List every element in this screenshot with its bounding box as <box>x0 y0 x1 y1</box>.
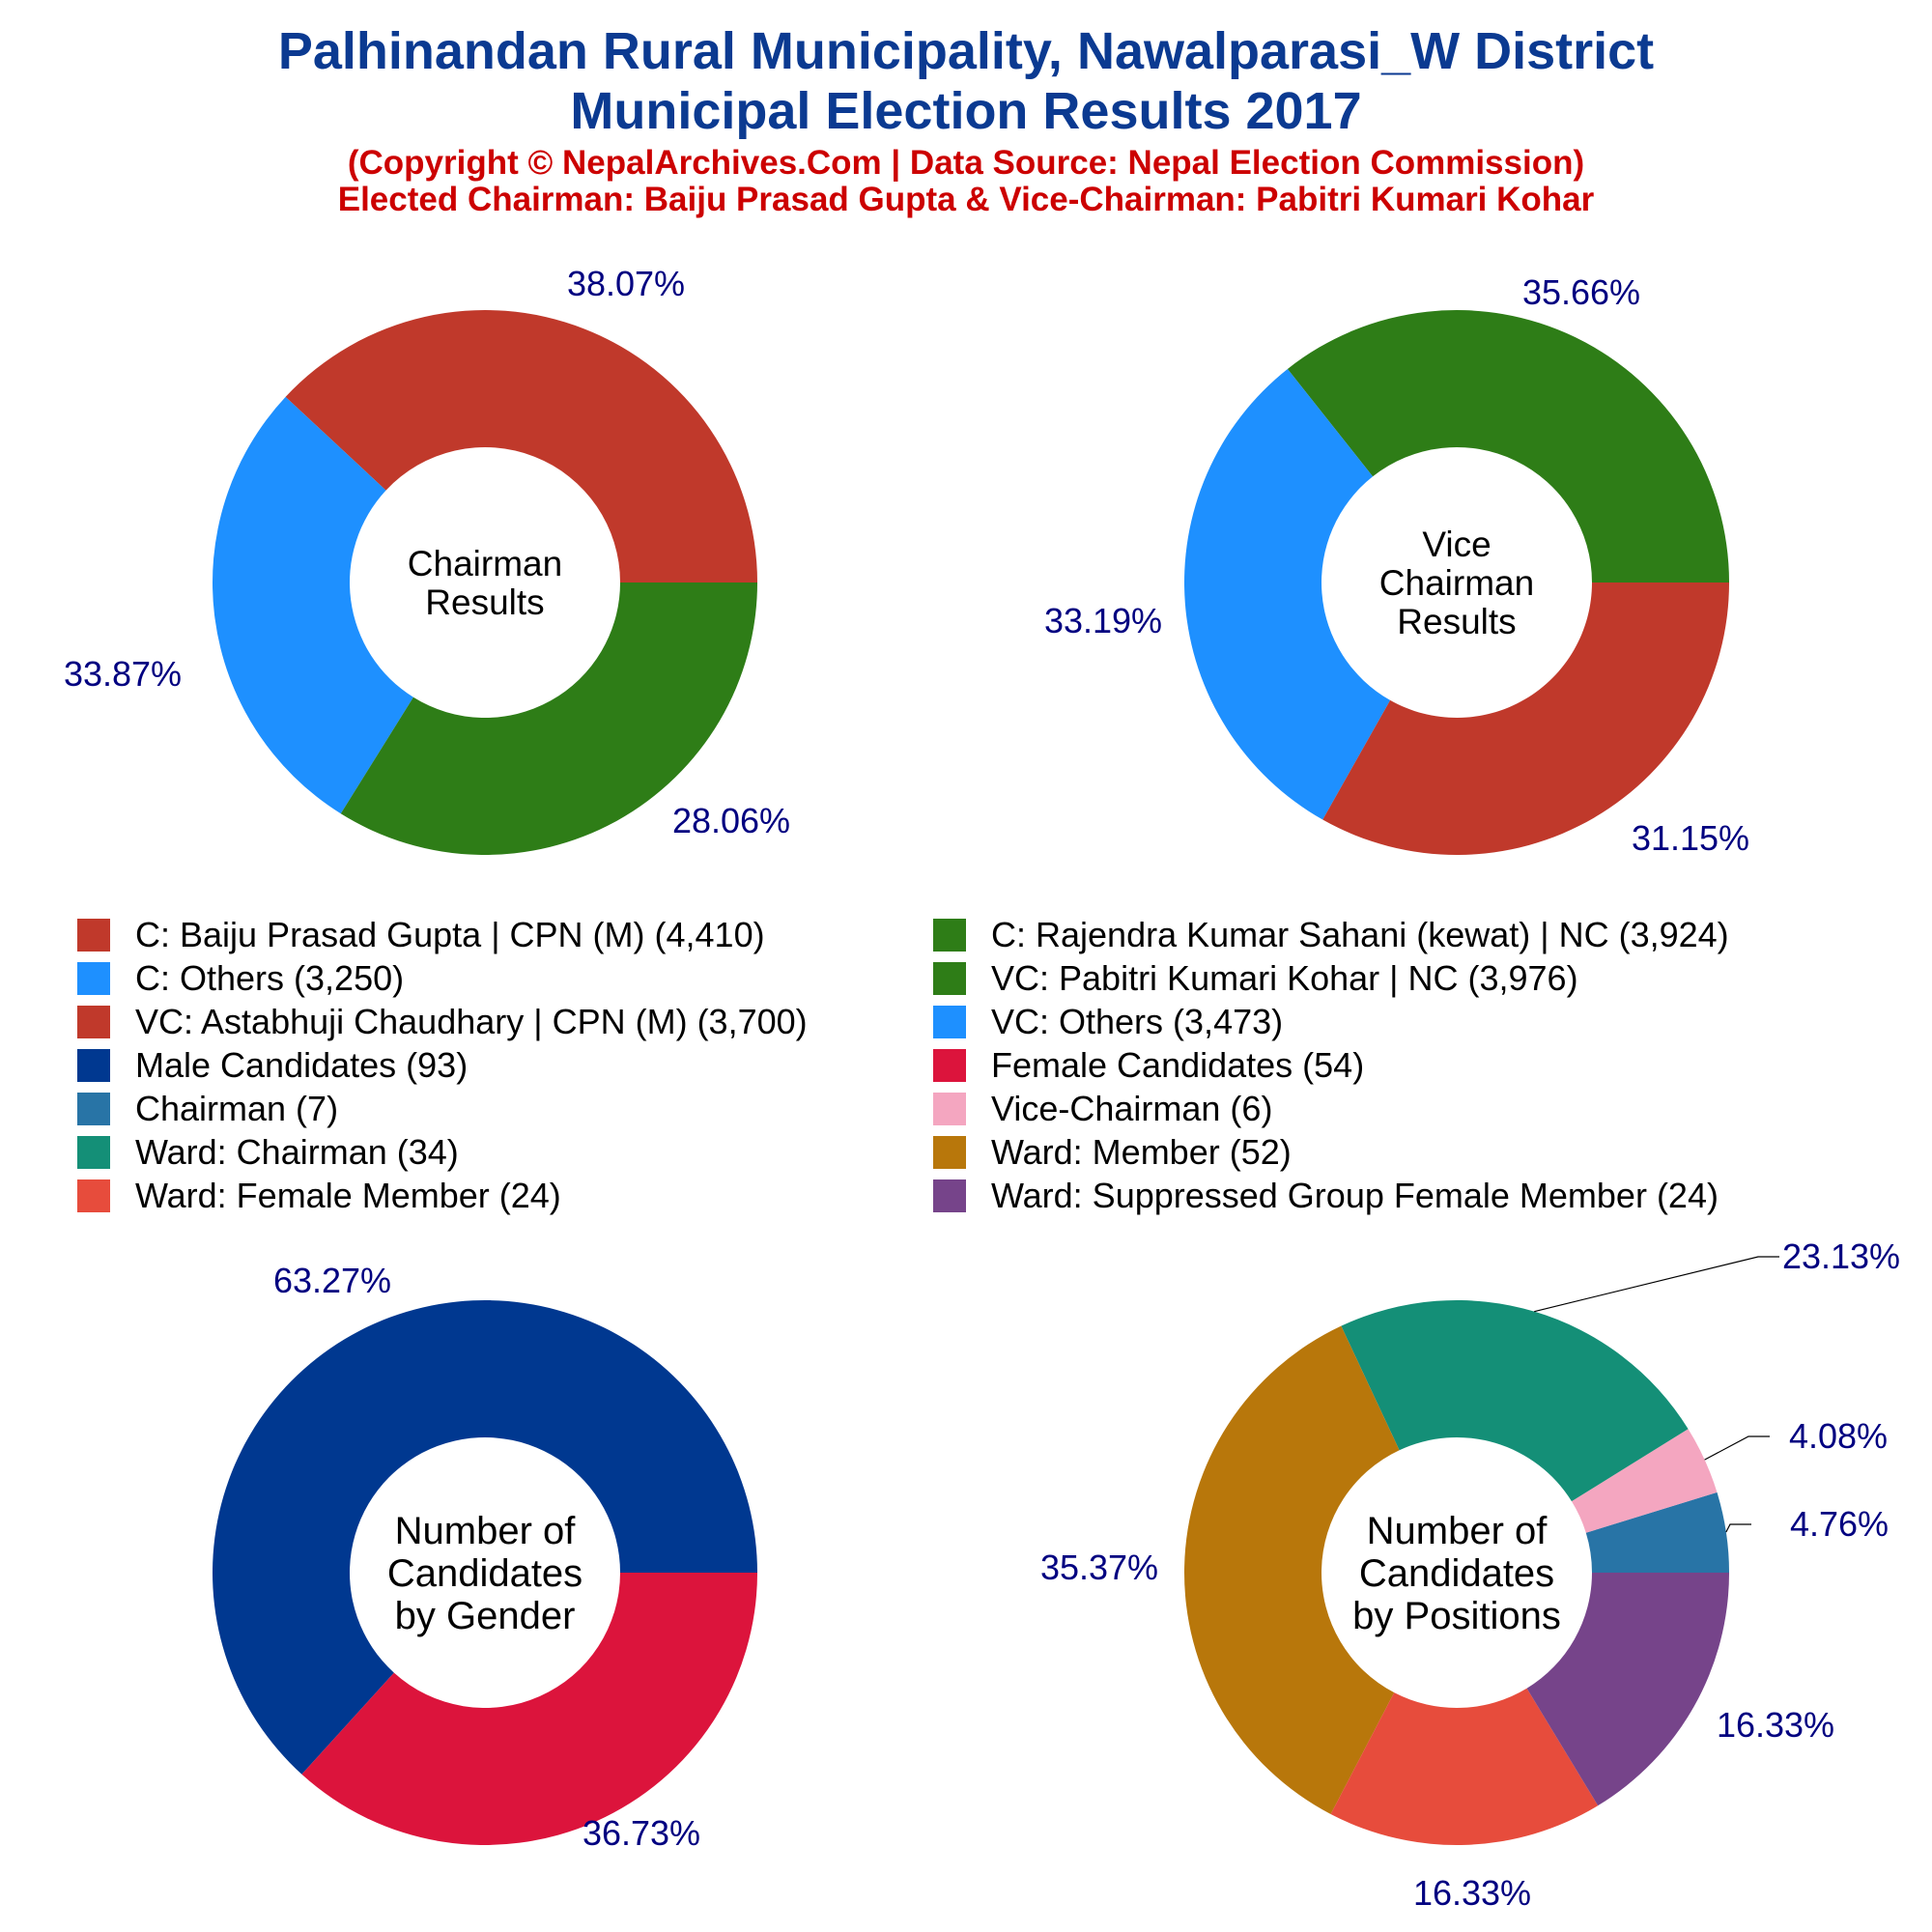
leader-line-chairman <box>1725 1523 1751 1533</box>
center-label-2-line-3: Results <box>1397 602 1516 641</box>
percent-label-vc-pabitri-kumari-kohar-nc: 35.66% <box>1522 272 1640 312</box>
percent-label-c-baiju-prasad-gupta-cpn-m: 38.07% <box>567 264 685 303</box>
legend-item-ward-female-member-24: Ward: Female Member (24) <box>77 1176 561 1215</box>
legend-swatch <box>77 1136 110 1169</box>
legend-label: C: Baiju Prasad Gupta | CPN (M) (4,410) <box>135 915 765 954</box>
legend-swatch <box>933 1093 966 1125</box>
percent-label-vc-others: 31.15% <box>1632 818 1749 858</box>
slice-c-others <box>213 396 413 814</box>
legend-swatch <box>933 962 966 995</box>
legend-label: VC: Pabitri Kumari Kohar | NC (3,976) <box>991 958 1578 998</box>
center-label-4-line-2: Candidates <box>1359 1552 1554 1595</box>
legend-swatch <box>77 919 110 952</box>
legend-label: Female Candidates (54) <box>991 1045 1365 1085</box>
legend-swatch <box>933 919 966 952</box>
slice-vc-astabhuji-chaudhary-cpn-m <box>1322 582 1729 855</box>
legend-swatch <box>933 1136 966 1169</box>
percent-label-ward-member: 35.37% <box>1040 1548 1158 1587</box>
leader-line-vice-chairman <box>1704 1435 1770 1461</box>
legend-label: VC: Others (3,473) <box>991 1002 1284 1041</box>
slice-vice-chairman <box>1571 1429 1718 1533</box>
legend-swatch <box>77 962 110 995</box>
center-label-3-line-2: Candidates <box>387 1552 582 1595</box>
percent-label-c-others: 28.06% <box>672 801 790 840</box>
percent-label-chairman: 4.76% <box>1790 1504 1889 1544</box>
legend-label: Male Candidates (93) <box>135 1045 469 1085</box>
copyright-line: (Copyright © NepalArchives.Com | Data So… <box>347 144 1585 182</box>
legend-swatch <box>933 1179 966 1212</box>
legend-label: VC: Astabhuji Chaudhary | CPN (M) (3,700… <box>135 1002 808 1041</box>
center-label-3-line-1: Number of <box>395 1510 577 1552</box>
slice-c-baiju-prasad-gupta-cpn-m <box>285 310 757 582</box>
percent-label-female-candidates: 36.73% <box>582 1813 700 1853</box>
legend-swatch <box>933 1006 966 1038</box>
percent-label-male-candidates: 63.27% <box>273 1261 391 1300</box>
chart-header: Palhinandan Rural Municipality, Nawalpar… <box>0 21 1932 218</box>
legend-item-vc-astabhuji-chaudhary-cpn-m-3-700: VC: Astabhuji Chaudhary | CPN (M) (3,700… <box>77 1002 808 1041</box>
slice-ward-chairman <box>1341 1300 1689 1502</box>
percent-label-ward-chairman: 23.13% <box>1782 1236 1900 1276</box>
legend-item-vc-others-3-473: VC: Others (3,473) <box>933 1002 1284 1041</box>
percent-label-vice-chairman: 4.08% <box>1789 1416 1888 1456</box>
slice-vc-others <box>1184 368 1391 820</box>
legend-item-ward-member-52: Ward: Member (52) <box>933 1132 1292 1172</box>
center-label-2-line-2: Chairman <box>1379 563 1534 603</box>
legend-label: Ward: Chairman (34) <box>135 1132 459 1172</box>
legend-label: Ward: Member (52) <box>991 1132 1292 1172</box>
percent-label-vc-astabhuji-chaudhary-cpn-m: 33.19% <box>1044 601 1162 640</box>
legend-item-ward-suppressed-group-female-member-24: Ward: Suppressed Group Female Member (24… <box>933 1176 1719 1215</box>
center-label-2-line-1: Vice <box>1422 525 1491 564</box>
legend-label: C: Others (3,250) <box>135 958 405 998</box>
slice-ward-suppressed-group-female-member <box>1526 1573 1729 1806</box>
legend-item-male-candidates-93: Male Candidates (93) <box>77 1045 469 1085</box>
center-label-1-line-2: Results <box>425 582 544 622</box>
legend-swatch <box>77 1179 110 1212</box>
legend-label: C: Rajendra Kumar Sahani (kewat) | NC (3… <box>991 915 1729 954</box>
legend-item-c-others-3-250: C: Others (3,250) <box>77 958 405 998</box>
slice-vc-pabitri-kumari-kohar-nc <box>1287 310 1729 582</box>
legend-label: Ward: Female Member (24) <box>135 1176 561 1215</box>
legend-swatch <box>77 1093 110 1125</box>
slice-ward-member <box>1184 1325 1400 1815</box>
legend-item-c-baiju-prasad-gupta-cpn-m-4-410: C: Baiju Prasad Gupta | CPN (M) (4,410) <box>77 915 765 954</box>
legend-swatch <box>77 1006 110 1038</box>
legend-item-chairman-7: Chairman (7) <box>77 1089 339 1128</box>
leader-line-ward-chairman <box>1534 1256 1779 1313</box>
legend-item-ward-chairman-34: Ward: Chairman (34) <box>77 1132 459 1172</box>
elected-officials-line: Elected Chairman: Baiju Prasad Gupta & V… <box>337 181 1595 218</box>
slice-female-candidates <box>301 1573 757 1845</box>
legend-label: Ward: Suppressed Group Female Member (24… <box>991 1176 1719 1215</box>
percent-label-c-rajendra-kumar-sahani-kewat-nc: 33.87% <box>64 654 182 694</box>
percent-label-ward-suppressed-group-female-member: 16.33% <box>1717 1705 1834 1745</box>
legend-swatch <box>933 1049 966 1082</box>
slice-c-rajendra-kumar-sahani-kewat-nc <box>340 582 757 855</box>
center-label-1-line-1: Chairman <box>408 544 562 583</box>
legend-label: Vice-Chairman (6) <box>991 1089 1273 1128</box>
legend-item-female-candidates-54: Female Candidates (54) <box>933 1045 1365 1085</box>
legend-label: Chairman (7) <box>135 1089 339 1128</box>
percent-label-ward-female-member: 16.33% <box>1413 1873 1531 1913</box>
chart-title-line-1: Palhinandan Rural Municipality, Nawalpar… <box>277 22 1655 80</box>
donut-chart-4: 4.76% 4.08% 23.13% 35.37% 16.33% 16.33% Number… <box>1040 1236 1900 1913</box>
center-label-4-line-3: by Positions <box>1352 1595 1561 1637</box>
legend: C: Baiju Prasad Gupta | CPN (M) (4,410) C… <box>0 915 1932 1235</box>
chart-title-line-2: Municipal Election Results 2017 <box>570 82 1362 140</box>
slice-ward-female-member <box>1330 1688 1599 1845</box>
legend-item-vice-chairman-6: Vice-Chairman (6) <box>933 1089 1273 1128</box>
slice-chairman <box>1585 1492 1729 1573</box>
slice-male-candidates <box>212 1300 757 1775</box>
center-label-3-line-3: by Gender <box>395 1595 576 1637</box>
center-label-4-line-1: Number of <box>1367 1510 1548 1552</box>
legend-item-c-rajendra-kumar-sahani-kewat-nc-3-924: C: Rajendra Kumar Sahani (kewat) | NC (3… <box>933 915 1729 954</box>
legend-swatch <box>77 1049 110 1082</box>
legend-item-vc-pabitri-kumari-kohar-nc-3-976: VC: Pabitri Kumari Kohar | NC (3,976) <box>933 958 1578 998</box>
